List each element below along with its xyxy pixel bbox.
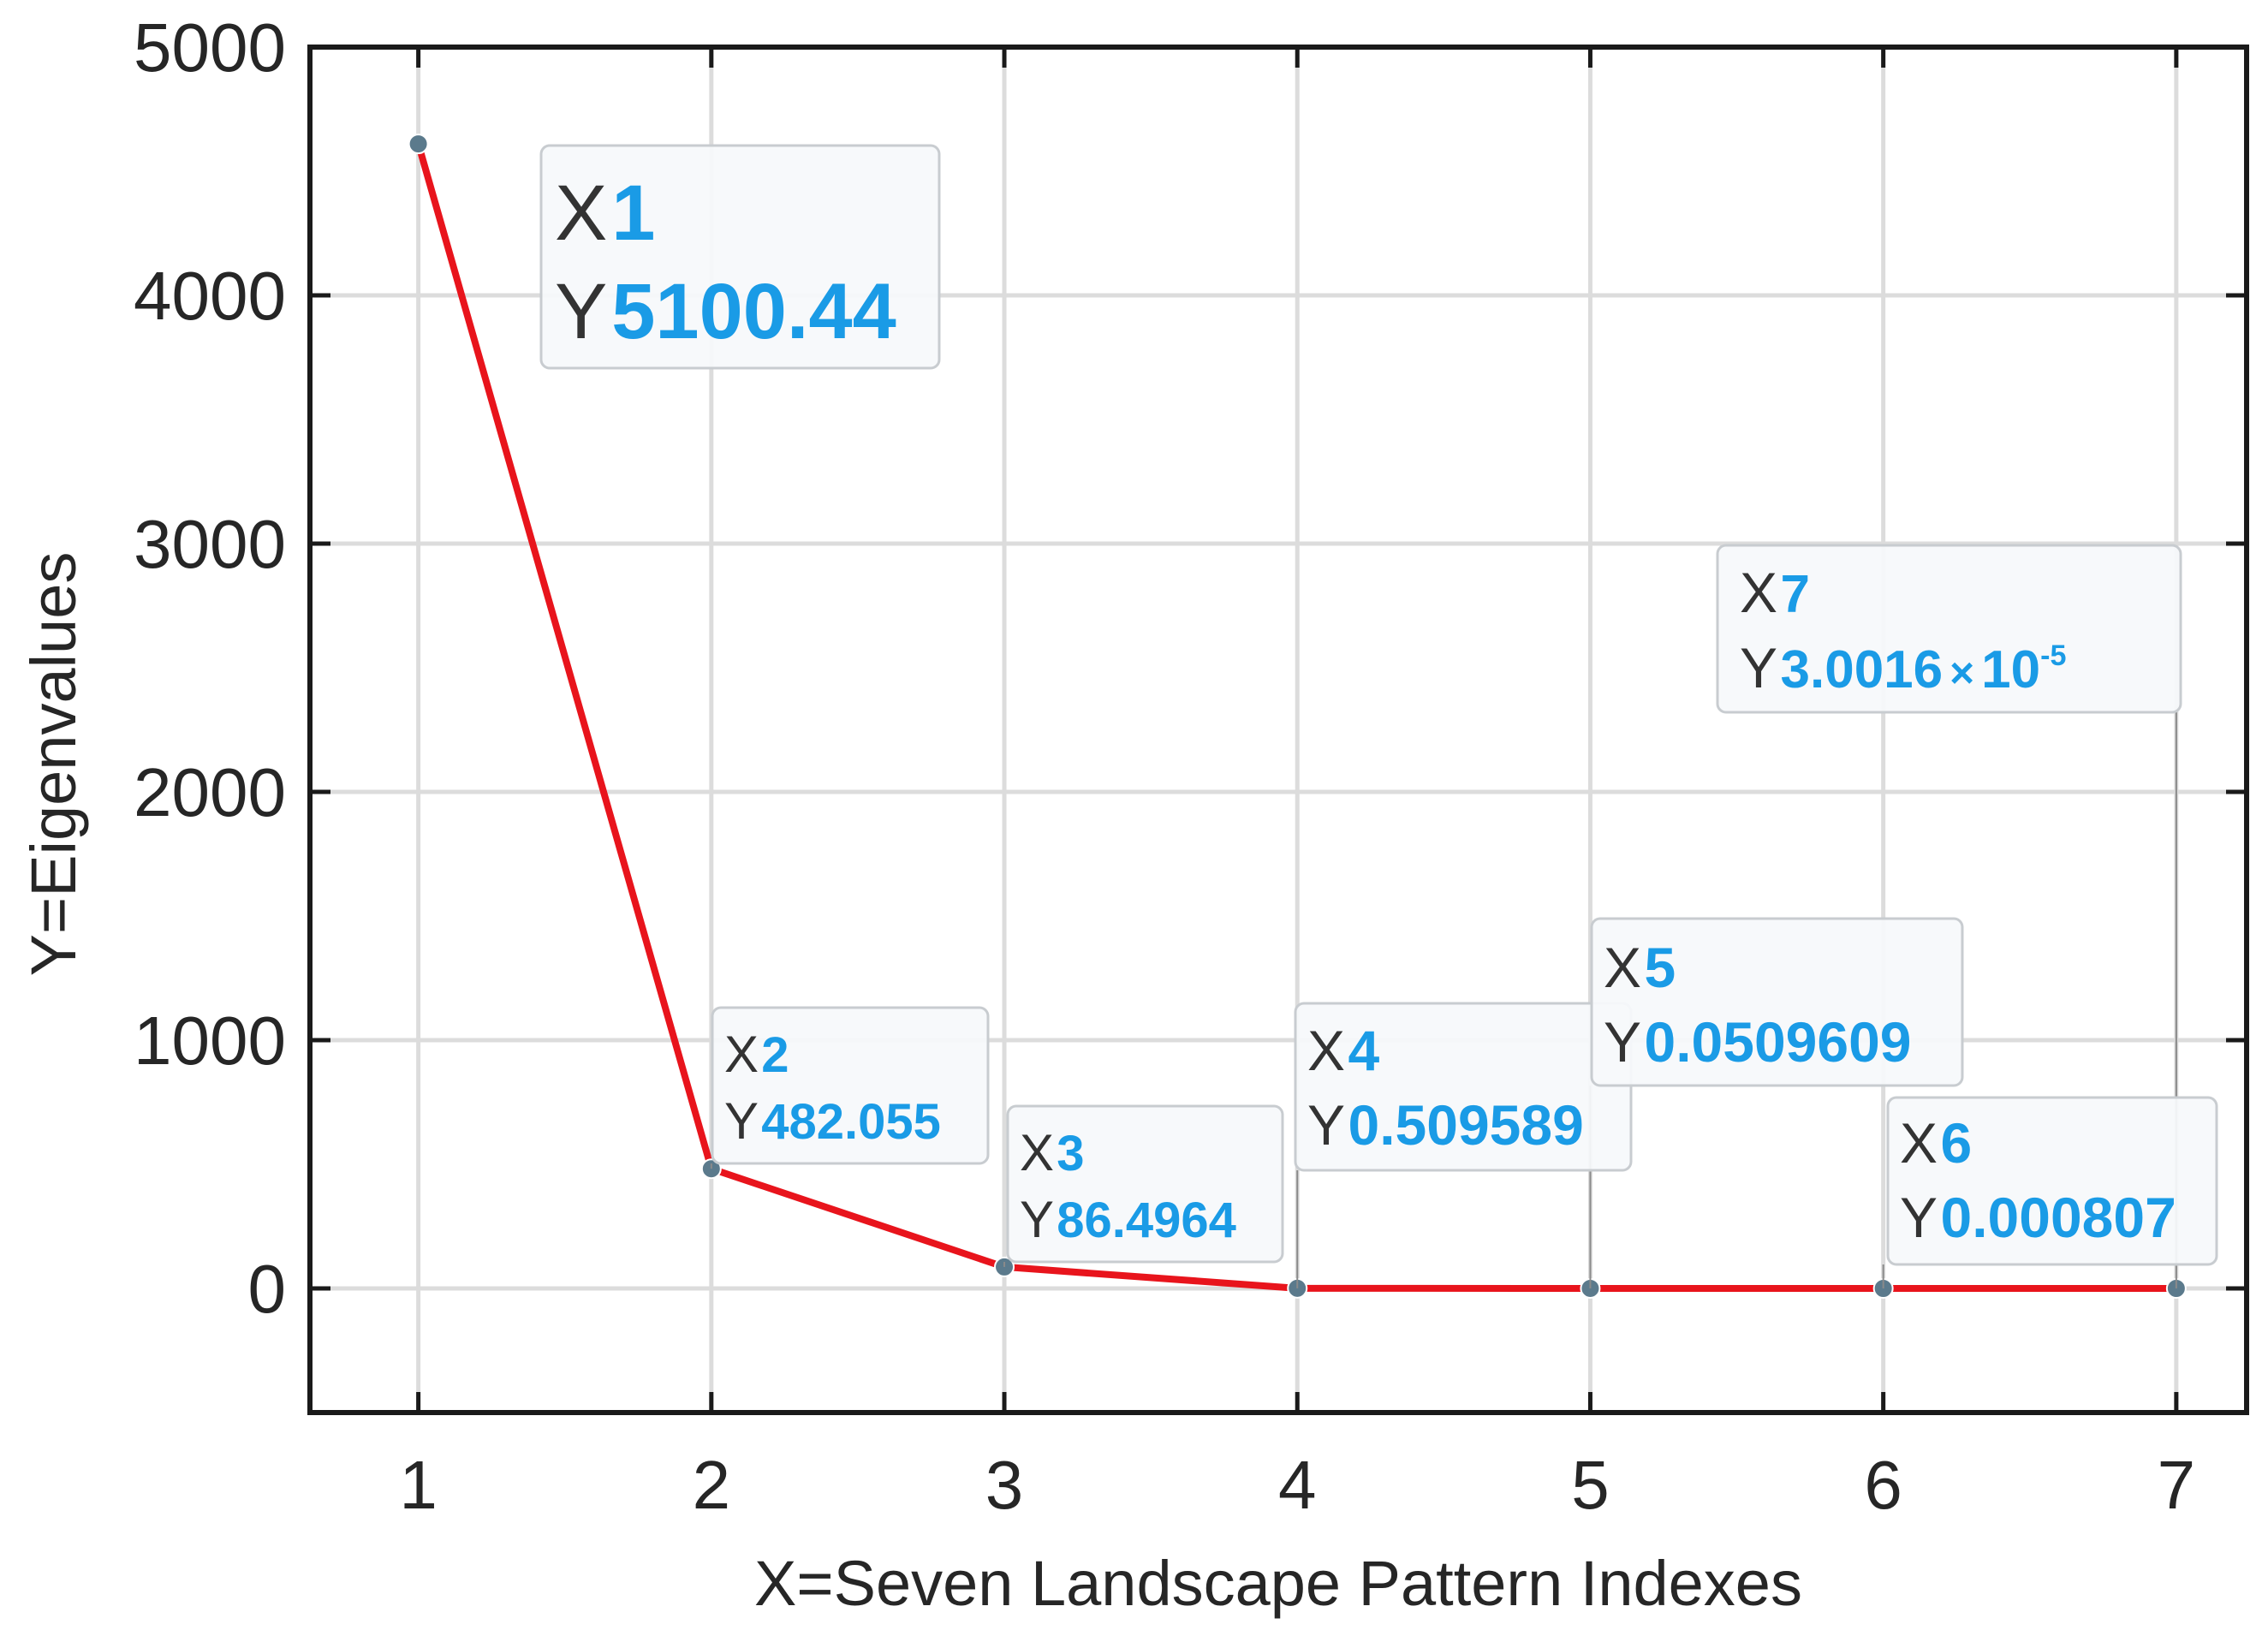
datatip-x-value: 5 (1645, 936, 1676, 999)
datatip-x-value: 3 (1057, 1126, 1084, 1181)
datatip: X 7Y 3.0016 × 10-5 (1716, 544, 2182, 714)
y-tick-label: 2000 (134, 754, 286, 830)
x-tick-label: 3 (985, 1447, 1024, 1523)
x-axis-title: X=Seven Landscape Pattern Indexes (754, 1548, 1802, 1619)
datatip-x-key: X (724, 1026, 759, 1083)
datatip-times-sign: × (1950, 649, 1974, 697)
datatip-exponent: -5 (2040, 640, 2066, 672)
axes-frame (307, 45, 2249, 1415)
datatip-y-value: 86.4964 (1057, 1193, 1236, 1248)
datatip: X 6Y 0.000807 (1886, 1096, 2218, 1266)
datatip: X 5Y 0.0509609 (1590, 917, 1964, 1087)
datatip-y-key: Y (1020, 1191, 1054, 1248)
x-tick-label: 7 (2158, 1447, 2196, 1523)
y-tick-label: 5000 (134, 9, 286, 86)
datatip-y-key: Y (1740, 636, 1777, 699)
datatip-y-value: 3.0016 × 10-5 (1781, 640, 2067, 699)
y-tick-label: 0 (248, 1251, 287, 1327)
datatip-x-key: X (1020, 1124, 1054, 1181)
y-axis-title: Y=Eigenvalues (18, 552, 89, 977)
datatip-x-value: 6 (1941, 1111, 1973, 1175)
datatip: X 1Y 5100.44 (539, 144, 941, 370)
data-point-marker (408, 134, 429, 155)
datatip-y-key: Y (724, 1092, 759, 1150)
datatip-x-value: 7 (1781, 565, 1810, 624)
datatip-x-key: X (1740, 561, 1777, 624)
x-tick-label: 5 (1571, 1447, 1610, 1523)
datatip-y-value: 482.055 (761, 1094, 941, 1150)
x-tick-label: 6 (1864, 1447, 1902, 1523)
datatip-exponent-base: 10 (1981, 640, 2040, 699)
x-axis-ticks: 1 2 3 4 5 6 7 (399, 47, 2195, 1523)
datatip-x-key: X (1604, 936, 1641, 999)
datatip-x-value: 2 (761, 1027, 789, 1083)
datatip-x-value: 4 (1348, 1019, 1380, 1082)
datatip-x-key: X (1307, 1019, 1345, 1082)
datatip-y-value: 0.000807 (1941, 1186, 2176, 1249)
datatip-y-value: 0.0509609 (1645, 1010, 1912, 1074)
y-axis-ticks: 0 1000 2000 3000 4000 5000 (134, 9, 2247, 1327)
y-tick-label: 4000 (134, 258, 286, 334)
datatip: X 2Y 482.055 (711, 1006, 990, 1165)
x-tick-label: 4 (1278, 1447, 1317, 1523)
datatip-box (711, 1006, 990, 1165)
datatip: X 4Y 0.509589 (1294, 1002, 1633, 1172)
y-tick-label: 3000 (134, 506, 286, 582)
datatip-box (1006, 1104, 1284, 1264)
y-tick-label: 1000 (134, 1002, 286, 1079)
datatip-box (1716, 544, 2182, 714)
datatip: X 3Y 86.4964 (1006, 1104, 1284, 1264)
datatip-x-key: X (555, 170, 607, 257)
datatip-y-value: 5100.44 (611, 268, 896, 355)
datatip-y-value: 0.509589 (1348, 1093, 1584, 1157)
datatip-y-key: Y (1900, 1186, 1938, 1249)
datatip-y-key: Y (1604, 1010, 1641, 1074)
datatip-x-value: 1 (611, 170, 655, 257)
datatip-box (1590, 917, 1964, 1087)
datatip-y-key: Y (555, 268, 607, 355)
datatip-box (1886, 1096, 2218, 1266)
datatip-x-key: X (1900, 1111, 1938, 1175)
x-tick-label: 1 (399, 1447, 438, 1523)
datatip-box (539, 144, 941, 370)
x-tick-label: 2 (693, 1447, 731, 1523)
datatip-y-key: Y (1307, 1093, 1345, 1157)
